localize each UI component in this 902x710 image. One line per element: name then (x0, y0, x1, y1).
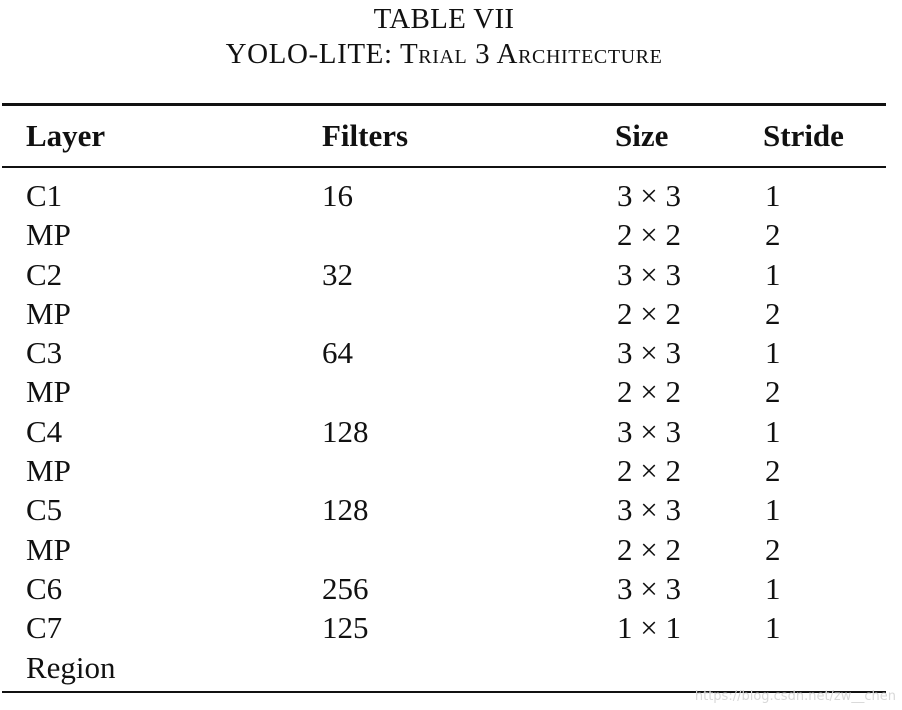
header-size: Size (615, 118, 669, 153)
table-row: C4 128 3 × 3 1 (0, 412, 902, 451)
cell-size: 3 × 3 (617, 335, 681, 371)
table-row: MP 2 × 2 2 (0, 530, 902, 569)
cell-stride: 2 (765, 453, 781, 489)
cell-layer: C7 (26, 610, 63, 646)
cell-size: 3 × 3 (617, 570, 681, 606)
cell-size: 3 × 3 (617, 492, 681, 528)
table-body: C1 16 3 × 3 1 MP 2 × 2 2 C2 32 3 × 3 1 M… (0, 176, 902, 687)
cell-size: 2 × 2 (617, 295, 681, 331)
cell-filters: 64 (322, 335, 353, 371)
table-row: C5 128 3 × 3 1 (0, 490, 902, 529)
cell-size: 2 × 2 (617, 453, 681, 489)
cell-stride: 1 (765, 335, 781, 371)
cell-size: 2 × 2 (617, 374, 681, 410)
table-top-rule (2, 103, 886, 106)
cell-filters: 125 (322, 610, 369, 646)
cell-stride: 2 (765, 295, 781, 331)
cell-stride: 1 (765, 256, 781, 292)
cell-size: 3 × 3 (617, 178, 681, 213)
table-number: TABLE VII (373, 3, 515, 35)
table-row: C6 256 3 × 3 1 (0, 569, 902, 608)
cell-stride: 2 (765, 217, 781, 253)
cell-size: 3 × 3 (617, 413, 681, 449)
cell-layer: C3 (26, 335, 63, 371)
cell-filters: 128 (322, 413, 369, 449)
cell-stride: 2 (765, 374, 781, 410)
cell-layer: MP (26, 453, 71, 489)
cell-size: 3 × 3 (617, 256, 681, 292)
table-row: MP 2 × 2 2 (0, 294, 902, 333)
header-filters: Filters (322, 118, 409, 153)
cell-stride: 1 (765, 570, 781, 606)
table-bottom-rule (2, 691, 886, 693)
cell-layer: MP (26, 295, 71, 331)
cell-layer: MP (26, 531, 71, 567)
table-header-row: Layer Filters Size Stride (0, 116, 902, 156)
header-layer: Layer (26, 118, 106, 153)
cell-layer: C6 (26, 570, 63, 606)
cell-layer: C4 (26, 413, 63, 449)
table-row: MP 2 × 2 2 (0, 372, 902, 411)
cell-filters: 128 (322, 492, 369, 528)
table-row: MP 2 × 2 2 (0, 451, 902, 490)
cell-layer: C5 (26, 492, 63, 528)
table-row: C1 16 3 × 3 1 (0, 176, 902, 215)
cell-filters: 16 (322, 178, 353, 213)
cell-layer: C2 (26, 256, 63, 292)
table-row: C2 32 3 × 3 1 (0, 255, 902, 294)
cell-stride: 1 (765, 610, 781, 646)
cell-filters: 256 (322, 570, 369, 606)
table-row: MP 2 × 2 2 (0, 215, 902, 254)
cell-size: 1 × 1 (617, 610, 681, 646)
cell-size: 2 × 2 (617, 531, 681, 567)
cell-layer: Region (26, 649, 116, 685)
cell-stride: 1 (765, 492, 781, 528)
cell-stride: 1 (765, 178, 781, 213)
header-stride: Stride (763, 118, 844, 153)
table-row: C7 125 1 × 1 1 (0, 608, 902, 647)
cell-stride: 2 (765, 531, 781, 567)
cell-stride: 1 (765, 413, 781, 449)
table-row: Region (0, 648, 902, 687)
table-title: YOLO-LITE: Trial 3 Architecture (225, 38, 663, 70)
cell-size: 2 × 2 (617, 217, 681, 253)
watermark-text: https://blog.csdn.net/zw__chen (694, 689, 896, 704)
cell-filters: 32 (322, 256, 353, 292)
table-header-rule (2, 166, 886, 168)
table-row: C3 64 3 × 3 1 (0, 333, 902, 372)
cell-layer: MP (26, 217, 71, 253)
cell-layer: C1 (26, 178, 63, 213)
cell-layer: MP (26, 374, 71, 410)
